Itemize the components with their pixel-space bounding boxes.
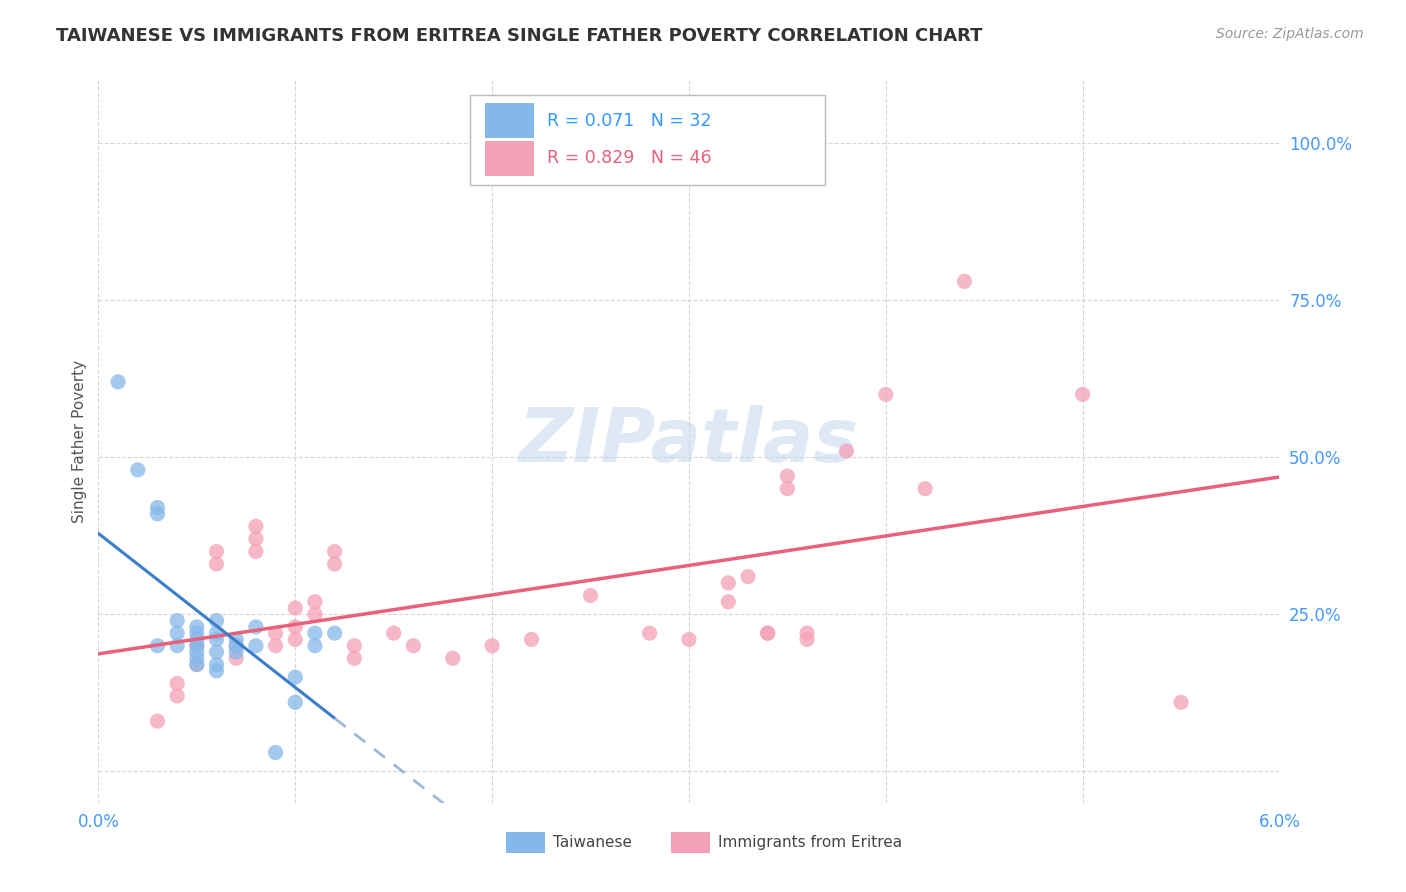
Point bbox=[284, 670, 307, 684]
Point bbox=[717, 595, 740, 609]
Point bbox=[166, 626, 188, 640]
Point bbox=[245, 639, 267, 653]
Point bbox=[343, 651, 366, 665]
Point bbox=[245, 620, 267, 634]
FancyBboxPatch shape bbox=[671, 831, 710, 854]
Point bbox=[284, 601, 307, 615]
Point bbox=[953, 274, 976, 288]
Point bbox=[756, 626, 779, 640]
Point bbox=[304, 595, 326, 609]
Text: R = 0.071   N = 32: R = 0.071 N = 32 bbox=[547, 112, 711, 129]
Point bbox=[382, 626, 405, 640]
Point bbox=[146, 714, 169, 728]
Point bbox=[737, 569, 759, 583]
Point bbox=[875, 387, 897, 401]
Point bbox=[186, 639, 208, 653]
Point bbox=[1170, 695, 1192, 709]
Point bbox=[245, 532, 267, 546]
Point bbox=[441, 651, 464, 665]
Point bbox=[186, 626, 208, 640]
Point bbox=[304, 626, 326, 640]
Point bbox=[146, 507, 169, 521]
Point bbox=[579, 589, 602, 603]
Point bbox=[205, 626, 228, 640]
Point bbox=[166, 676, 188, 690]
Text: Immigrants from Eritrea: Immigrants from Eritrea bbox=[718, 835, 903, 850]
Point bbox=[186, 657, 208, 672]
Point bbox=[205, 657, 228, 672]
Point bbox=[284, 620, 307, 634]
Point bbox=[835, 444, 858, 458]
Point bbox=[717, 575, 740, 590]
Point bbox=[402, 639, 425, 653]
Point bbox=[756, 626, 779, 640]
Point bbox=[225, 632, 247, 647]
Point bbox=[225, 639, 247, 653]
Point bbox=[264, 626, 287, 640]
Point bbox=[796, 626, 818, 640]
Point bbox=[166, 639, 188, 653]
Point bbox=[205, 664, 228, 678]
Point bbox=[245, 519, 267, 533]
Point bbox=[186, 639, 208, 653]
Text: TAIWANESE VS IMMIGRANTS FROM ERITREA SINGLE FATHER POVERTY CORRELATION CHART: TAIWANESE VS IMMIGRANTS FROM ERITREA SIN… bbox=[56, 27, 983, 45]
Point bbox=[205, 544, 228, 558]
Text: ZIPatlas: ZIPatlas bbox=[519, 405, 859, 478]
Point bbox=[205, 645, 228, 659]
FancyBboxPatch shape bbox=[506, 831, 546, 854]
Point bbox=[205, 557, 228, 571]
Point bbox=[225, 645, 247, 659]
Point bbox=[481, 639, 503, 653]
Point bbox=[638, 626, 661, 640]
Point bbox=[914, 482, 936, 496]
Point bbox=[304, 639, 326, 653]
Point bbox=[776, 469, 799, 483]
Point bbox=[186, 632, 208, 647]
Point bbox=[146, 639, 169, 653]
Point bbox=[1071, 387, 1094, 401]
FancyBboxPatch shape bbox=[485, 141, 534, 176]
Point bbox=[304, 607, 326, 622]
Point bbox=[107, 375, 129, 389]
Point bbox=[343, 639, 366, 653]
Point bbox=[284, 695, 307, 709]
FancyBboxPatch shape bbox=[471, 95, 825, 185]
Point bbox=[323, 544, 346, 558]
Point bbox=[264, 639, 287, 653]
Point bbox=[323, 557, 346, 571]
Point bbox=[166, 614, 188, 628]
Text: Source: ZipAtlas.com: Source: ZipAtlas.com bbox=[1216, 27, 1364, 41]
Point bbox=[225, 639, 247, 653]
Point bbox=[323, 626, 346, 640]
Y-axis label: Single Father Poverty: Single Father Poverty bbox=[72, 360, 87, 523]
Point bbox=[520, 632, 543, 647]
Point bbox=[245, 544, 267, 558]
Point bbox=[146, 500, 169, 515]
Point bbox=[127, 463, 149, 477]
Point bbox=[678, 632, 700, 647]
Point bbox=[264, 746, 287, 760]
Point bbox=[205, 632, 228, 647]
Text: R = 0.829   N = 46: R = 0.829 N = 46 bbox=[547, 149, 711, 168]
FancyBboxPatch shape bbox=[485, 103, 534, 138]
Point bbox=[186, 651, 208, 665]
Text: Taiwanese: Taiwanese bbox=[553, 835, 633, 850]
Point bbox=[186, 657, 208, 672]
Point bbox=[186, 645, 208, 659]
Point bbox=[284, 632, 307, 647]
Point bbox=[186, 620, 208, 634]
Point bbox=[796, 632, 818, 647]
Point bbox=[225, 651, 247, 665]
Point bbox=[166, 689, 188, 703]
Point bbox=[776, 482, 799, 496]
Point bbox=[205, 614, 228, 628]
